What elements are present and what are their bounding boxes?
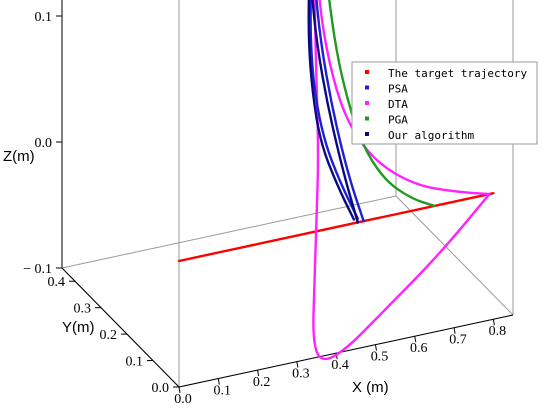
legend-label: PSA <box>388 83 408 96</box>
frame-edge <box>61 195 397 269</box>
frame-edge <box>395 195 514 316</box>
y-tick-label: 0.3 <box>74 302 92 317</box>
x-tick-label: 0.0 <box>174 392 192 407</box>
x-axis-title: X (m) <box>352 379 389 396</box>
legend-marker <box>365 101 369 105</box>
axis-line <box>178 314 514 388</box>
x-tick <box>453 327 456 334</box>
x-tick-label: 0.5 <box>371 350 389 365</box>
z-axis-title: Z(m) <box>3 148 35 165</box>
legend-label: DTA <box>388 98 408 111</box>
x-tick-label: 0.4 <box>331 358 349 373</box>
y-tick-label: 0.1 <box>126 355 144 370</box>
axis-ticks <box>56 15 495 394</box>
y-tick-label: 0.4 <box>48 275 66 290</box>
y-tick-label: 0.0 <box>152 381 170 396</box>
plot-box <box>61 0 514 388</box>
legend-label: The target trajectory <box>388 67 527 80</box>
x-tick <box>414 336 417 343</box>
series-line-4 <box>307 0 359 224</box>
z-tick-label: − 0.1 <box>23 262 52 277</box>
legend-marker <box>365 85 369 90</box>
x-tick-label: 0.7 <box>449 333 467 348</box>
x-tick <box>374 344 377 351</box>
legend-marker <box>365 132 369 136</box>
series-lines <box>177 0 495 361</box>
x-tick-label: 0.2 <box>253 375 271 390</box>
x-tick <box>217 378 220 385</box>
legend-label: Our algorithm <box>388 129 474 142</box>
legend: The target trajectory PSA DTA PGA Our algori… <box>351 61 538 145</box>
x-tick <box>257 369 260 377</box>
legend-label: PGA <box>388 114 408 127</box>
x-tick-label: 0.3 <box>292 367 310 382</box>
series-line-1 <box>309 0 365 223</box>
legend-box <box>351 61 538 145</box>
z-tick-label: 0.1 <box>35 10 53 25</box>
tick-labels: 0.0 0.1 0.2 0.3 0.4 0.5 0.6 0.7 0.8 0.0 0.1 0.2 0.3 0… <box>23 10 507 407</box>
x-tick-label: 0.6 <box>410 341 428 356</box>
axis-line <box>61 267 180 388</box>
x-tick <box>296 361 299 368</box>
series-line-0 <box>177 192 495 263</box>
legend-marker <box>365 116 369 121</box>
x-tick-label: 0.8 <box>489 324 507 339</box>
y-axis-title: Y(m) <box>62 319 95 336</box>
x-tick <box>492 319 495 326</box>
x-tick-label: 0.1 <box>214 384 232 399</box>
y-tick-label: 0.2 <box>100 328 118 343</box>
x-tick <box>178 386 181 394</box>
legend-marker <box>365 70 369 74</box>
z-tick-label: 0.0 <box>35 136 53 151</box>
